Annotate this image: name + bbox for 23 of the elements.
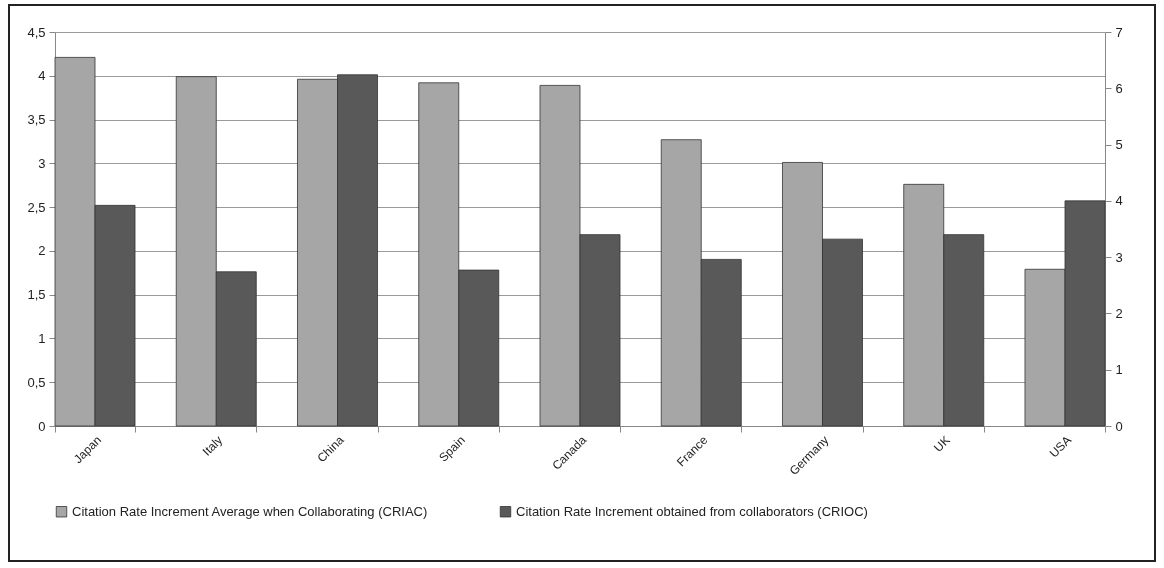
y2-tick-label: 4 <box>1115 193 1123 209</box>
y-tick-label: 4 <box>38 68 46 84</box>
y2-tick-label: 2 <box>1115 305 1123 321</box>
x-tick-label: UK <box>931 433 953 455</box>
y-tick-label: 2,5 <box>27 199 46 215</box>
legend-label: Citation Rate Increment obtained from collaborators (CRIOC) <box>516 503 868 519</box>
y2-tick-label: 3 <box>1115 249 1123 265</box>
y-tick-label: 1,5 <box>27 287 46 303</box>
y2-tick-label: 5 <box>1115 137 1123 153</box>
y-tick-label: 2 <box>38 243 46 259</box>
y-tick-label: 0 <box>38 418 46 434</box>
y2-tick-label: 0 <box>1115 418 1123 434</box>
y2-tick-label: 7 <box>1115 24 1123 40</box>
y-tick-label: 3 <box>38 155 46 171</box>
x-tick-label: Italy <box>199 433 226 459</box>
y-tick-label: 3,5 <box>27 112 46 128</box>
y2-tick-label: 6 <box>1115 80 1123 96</box>
legend-label: Citation Rate Increment Average when Collaborating (CRIAC) <box>72 503 428 519</box>
y-tick-label: 4,5 <box>27 24 46 40</box>
y-tick-label: 0,5 <box>27 374 46 390</box>
y-tick-label: 1 <box>38 330 46 346</box>
y2-tick-label: 1 <box>1115 362 1123 378</box>
x-tick-label: USA <box>1046 433 1074 461</box>
